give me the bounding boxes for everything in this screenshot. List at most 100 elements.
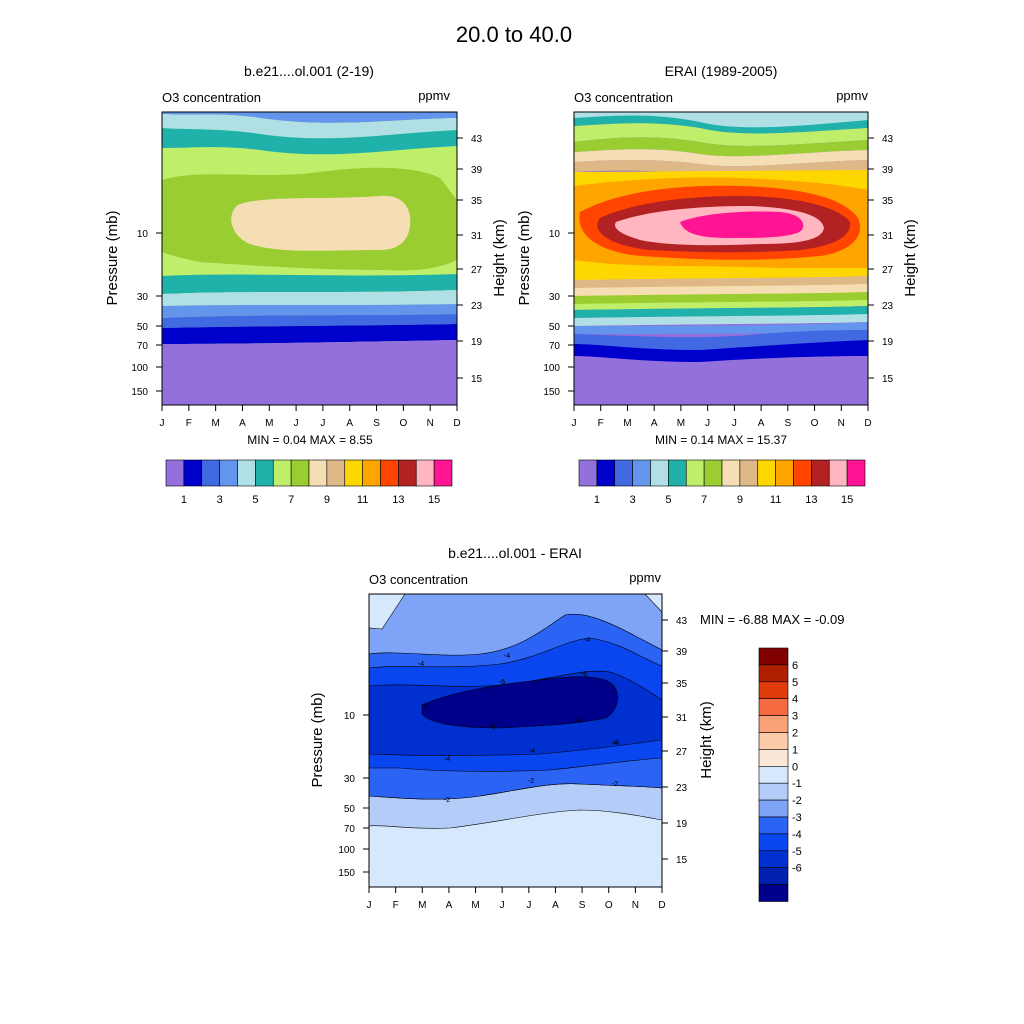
pressure-tick-label: 100 <box>543 363 560 374</box>
colorbar-box <box>758 647 789 666</box>
height-tick-label: 19 <box>471 337 483 348</box>
x-tick-label: M <box>211 418 219 429</box>
height-tick-label: 15 <box>882 374 894 385</box>
height-tick-label: 27 <box>471 265 483 276</box>
colorbar-box <box>237 459 256 487</box>
colorbar-box <box>165 459 185 487</box>
pressure-tick-label: 150 <box>338 868 355 879</box>
model-band-top-4 <box>162 112 457 123</box>
colorbar-label: 7 <box>288 494 294 506</box>
colorbar-box <box>758 816 789 835</box>
obs-band-3b <box>574 330 868 350</box>
pressure-tick-label: 50 <box>344 804 356 815</box>
x-tick-label: S <box>579 900 586 911</box>
colorbar-label: -5 <box>792 846 802 858</box>
height-tick-label: 43 <box>676 616 688 627</box>
pressure-tick-label: 10 <box>344 711 356 722</box>
colorbar-label: 11 <box>357 494 368 506</box>
contour-label: -6 <box>499 679 505 686</box>
model-band-6-low <box>162 274 457 294</box>
colorbar-box <box>255 459 274 487</box>
panel-model-frame <box>161 111 458 406</box>
panel-diff-contour-labels: -4-4-4-4-6-6-6-6-6-4-4-4-2-2 -2 <box>418 637 619 804</box>
obs-band-2b <box>574 340 868 362</box>
height-tick-label: 31 <box>676 713 688 724</box>
colorbar-label: 5 <box>792 677 798 689</box>
contour-label: -2 <box>612 781 618 788</box>
panel-obs-colorbar: 1 3 5 7 9 11 13 15 <box>578 459 866 506</box>
contour-label: -2 <box>444 797 450 804</box>
panel-obs-minmax: MIN = 0.14 MAX = 15.37 <box>655 433 787 447</box>
pressure-tick-label: 10 <box>549 229 561 240</box>
model-band-4-low <box>162 304 457 318</box>
x-tick-label: J <box>160 418 165 429</box>
obs-band-10b <box>574 276 868 288</box>
obs-band-16 <box>680 211 804 238</box>
colorbar-label: 9 <box>324 494 330 506</box>
height-tick-label: 27 <box>882 265 894 276</box>
height-tick-label: 27 <box>676 747 688 758</box>
colorbar-label: 5 <box>665 494 671 506</box>
panel-obs-subtitle-left: O3 concentration <box>574 90 673 105</box>
obs-band-8b <box>574 292 868 304</box>
panel-diff-minmax: MIN = -6.88 MAX = -0.09 <box>700 612 845 627</box>
panel-diff-frame <box>368 593 663 888</box>
pressure-tick-label: 50 <box>549 322 561 333</box>
x-tick-label: O <box>811 418 819 429</box>
obs-band-4b <box>574 322 868 334</box>
panel-model-axes: J F M A M J J A S O N D 10 30 50 70 100 150 43 39 35 31 27 23 19… <box>131 134 482 429</box>
colorbar-box <box>793 459 812 487</box>
colorbar-box <box>596 459 616 487</box>
height-tick-label: 19 <box>882 337 894 348</box>
model-band-1-low <box>162 340 457 405</box>
panel-model-title: b.e21....ol.001 (2-19) <box>244 63 374 79</box>
colorbar-box <box>758 765 789 784</box>
obs-band-6b <box>574 306 868 318</box>
contour-label: -4 <box>529 748 535 755</box>
colorbar-label: 1 <box>594 494 600 506</box>
x-tick-label: O <box>399 418 407 429</box>
contour-label: -6 <box>422 704 428 711</box>
model-band-2-low <box>162 324 457 344</box>
colorbar-label: 7 <box>701 494 707 506</box>
colorbar-box <box>415 459 435 487</box>
x-tick-label: A <box>446 900 453 911</box>
pressure-tick-label: 30 <box>137 292 149 303</box>
colorbar-label: 15 <box>841 494 853 506</box>
colorbar-box <box>326 459 346 487</box>
x-tick-label: J <box>367 900 372 911</box>
pressure-tick-label: 50 <box>137 322 149 333</box>
panel-obs-subtitle-right: ppmv <box>836 88 868 103</box>
panel-diff-contours <box>368 593 663 887</box>
colorbar-box <box>308 459 328 487</box>
height-tick-label: 19 <box>676 819 688 830</box>
panel-diff-subtitle-right: ppmv <box>629 570 661 585</box>
x-tick-label: O <box>605 900 613 911</box>
colorbar-label: 6 <box>792 660 798 672</box>
colorbar-box <box>758 681 789 699</box>
panel-model-y2label: Height (km) <box>491 219 508 297</box>
colorbar-box <box>290 459 310 487</box>
panel-obs: ERAI (1989-2005) O3 concentration ppmv <box>516 63 919 506</box>
x-tick-label: S <box>373 418 380 429</box>
panel-diff-ylabel: Pressure (mb) <box>309 692 326 787</box>
colorbar-label: -3 <box>792 812 802 824</box>
colorbar-box <box>668 459 687 487</box>
panel-model-minmax: MIN = 0.04 MAX = 8.55 <box>247 433 373 447</box>
obs-band-11b <box>574 266 868 280</box>
panel-obs-ylabel: Pressure (mb) <box>516 210 533 305</box>
pressure-tick-label: 10 <box>137 229 149 240</box>
obs-band-8 <box>574 137 868 157</box>
height-tick-label: 23 <box>471 301 483 312</box>
x-tick-label: A <box>239 418 246 429</box>
colorbar-box <box>757 459 776 487</box>
colorbar-box <box>219 459 238 487</box>
colorbar-box <box>703 459 723 487</box>
obs-band-9 <box>574 149 868 167</box>
colorbar-box <box>578 459 598 487</box>
height-tick-label: 43 <box>882 134 894 145</box>
contour-label: -4 <box>611 740 617 747</box>
colorbar-box <box>758 799 789 818</box>
height-tick-label: 43 <box>471 134 483 145</box>
x-tick-label: D <box>453 418 460 429</box>
